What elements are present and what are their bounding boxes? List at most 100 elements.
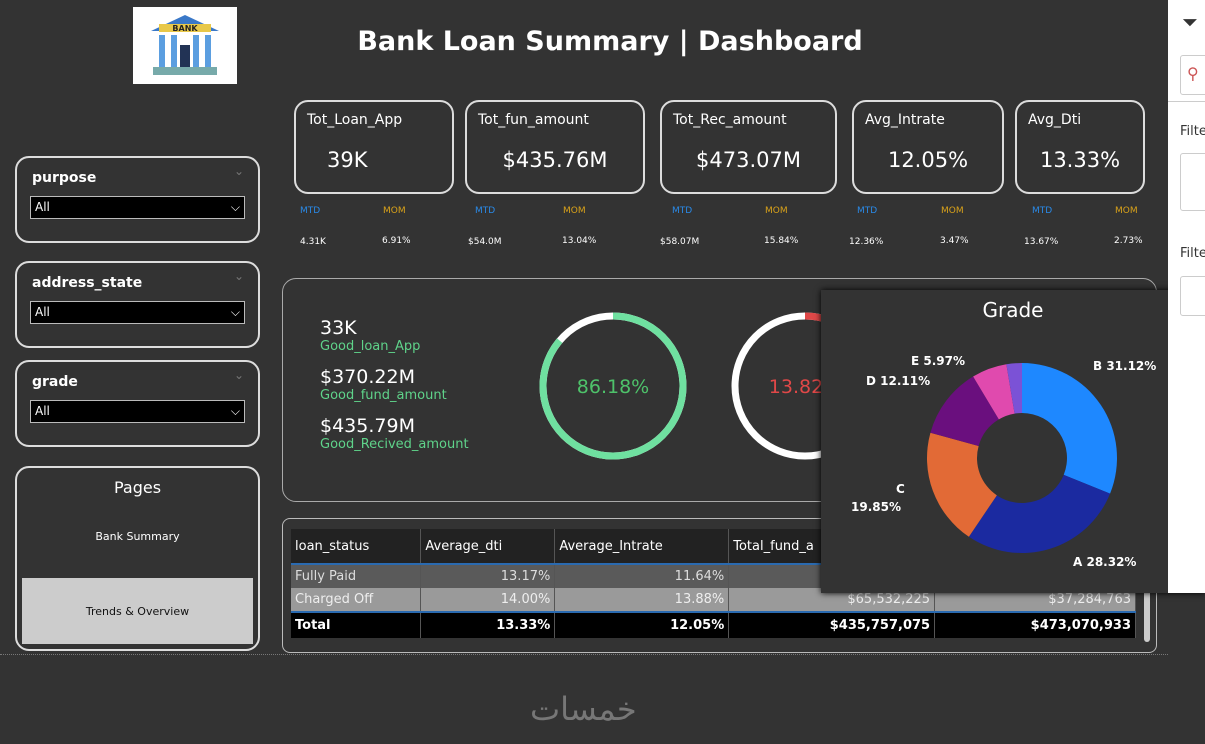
chevron-down-icon[interactable]: ⌄ — [233, 368, 244, 382]
kpi-card: Avg_Dti 13.33% — [1015, 100, 1145, 194]
slicer-label: address_state — [32, 275, 143, 291]
good-received-amount: $435.79M — [320, 415, 415, 437]
slicer-value: All — [35, 305, 50, 319]
page-trends-overview-button[interactable]: Trends & Overview — [22, 578, 253, 644]
table-total-row: Total 13.33% 12.05% $435,757,075 $473,070,93… — [291, 612, 1136, 638]
pie-slice[interactable] — [1006, 363, 1022, 414]
pages-title: Pages — [113, 478, 162, 497]
slice-label: B 31.12% — [1093, 359, 1156, 373]
table-row: Charged Off 14.00% 13.88% $65,532,225 $37,28… — [291, 588, 1136, 612]
total-cell: 12.05% — [554, 612, 730, 638]
kpi-card: Tot_Rec_amount $473.07M — [660, 100, 837, 194]
mtd-label: MTD — [672, 206, 693, 216]
grade-donut-chart: B 31.12% A 28.32% C 19.85% D 12.11% E 5.97% — [851, 354, 1156, 569]
kpi-card: Tot_Loan_App 39K — [294, 100, 454, 194]
mom-value: 15.84% — [764, 236, 799, 246]
table-cell: 11.64% — [554, 564, 730, 588]
filters-pane: ⏷ ⚲ Filte Filte — [1168, 0, 1205, 593]
slicer-value: All — [35, 404, 50, 418]
mtd-value: $54.0M — [468, 237, 502, 247]
pie-slice[interactable] — [930, 376, 999, 447]
mom-value: 6.91% — [382, 236, 411, 246]
chevron-down-icon[interactable]: ⌄ — [233, 269, 244, 283]
filter-card[interactable] — [1180, 276, 1205, 316]
mom-label: MOM — [765, 206, 788, 216]
page-title: Bank Loan Summary | Dashboard — [357, 26, 863, 57]
table-cell: 14.00% — [420, 588, 556, 612]
good-loan-apps: 33K — [320, 317, 357, 339]
table-cell: Fully Paid — [291, 564, 422, 588]
kpi-label: Avg_Dti — [1028, 112, 1082, 128]
mom-value: 13.04% — [562, 236, 597, 246]
slicer-address_state: address_state ⌄ All ⌵ — [15, 261, 260, 348]
bank-logo: BANK — [133, 7, 237, 84]
slice-label: A 28.32% — [1073, 555, 1136, 569]
slicer-label: purpose — [32, 170, 97, 186]
filter-icon[interactable]: ⏷ — [1182, 10, 1198, 34]
slicer-dropdown[interactable]: All ⌵ — [30, 301, 245, 324]
svg-text:BANK: BANK — [172, 24, 198, 33]
slicer-dropdown[interactable]: All ⌵ — [30, 196, 245, 219]
grade-chart-popup: Grade B 31.12% A 28.32% C 19.85% D 12.11% E 5… — [821, 290, 1205, 593]
total-cell: 13.33% — [420, 612, 556, 638]
table-cell: 13.88% — [554, 588, 730, 612]
slicer-label: grade — [32, 374, 78, 390]
mtd-value: $58.07M — [660, 237, 700, 247]
kpi-value: $435.76M — [502, 148, 608, 172]
mtd-label: MTD — [857, 206, 878, 216]
kpi-value: 13.33% — [1039, 148, 1121, 172]
filter-card[interactable] — [1180, 153, 1205, 211]
pie-slice[interactable] — [973, 364, 1015, 420]
kpi-value: $473.07M — [696, 148, 801, 172]
kpi-value: 12.05% — [887, 148, 969, 172]
chevron-down-icon[interactable]: ⌄ — [233, 164, 244, 178]
mom-value: 3.47% — [940, 236, 969, 246]
slicer-purpose: purpose ⌄ All ⌵ — [15, 156, 260, 243]
mtd-value: 12.36% — [849, 237, 884, 247]
kpi-label: Tot_fun_amount — [478, 112, 589, 128]
pie-slice[interactable] — [968, 474, 1111, 553]
mtd-value: 4.31K — [300, 237, 326, 247]
chevron-down-icon: ⌵ — [230, 200, 240, 214]
slice-label: E 5.97% — [911, 354, 965, 368]
total-cell: $435,757,075 — [728, 612, 936, 638]
slicer-dropdown[interactable]: All ⌵ — [30, 400, 245, 423]
mom-label: MOM — [383, 206, 406, 216]
column-header[interactable]: Average_Intrate — [554, 529, 730, 564]
kpi-label: Tot_Loan_App — [307, 112, 403, 128]
column-header[interactable]: loan_status — [291, 529, 422, 564]
filter-label: Filte — [1180, 124, 1205, 139]
kpi-card: Tot_fun_amount $435.76M — [465, 100, 645, 194]
slicer-grade: grade ⌄ All ⌵ — [15, 360, 260, 447]
slice-label: C 19.85% — [851, 482, 905, 514]
good-fund-amount: $370.22M — [320, 366, 415, 388]
total-cell: Total — [291, 612, 422, 638]
pie-slice[interactable] — [927, 432, 997, 537]
column-header[interactable]: Average_dti — [420, 529, 556, 564]
kpi-label: Tot_Rec_amount — [673, 112, 787, 128]
search-icon[interactable]: ⚲ — [1180, 55, 1205, 95]
mtd-label: MTD — [1032, 206, 1053, 216]
watermark: خمسات — [530, 690, 637, 728]
pages-navigator: Pages Bank Summary Trends & Overview — [15, 466, 260, 651]
pie-slice[interactable] — [1022, 363, 1117, 494]
mom-label: MOM — [1115, 206, 1138, 216]
kpi-label: Avg_Intrate — [865, 112, 945, 128]
kpi-value: 39K — [327, 148, 368, 172]
mtd-value: 13.67% — [1024, 237, 1059, 247]
chevron-down-icon: ⌵ — [230, 404, 240, 418]
mtd-label: MTD — [475, 206, 496, 216]
good-loan-apps-label: Good_loan_App — [320, 339, 421, 354]
good-loan-gauge: 86.18% — [539, 312, 687, 460]
total-cell: $473,070,933 — [934, 612, 1136, 638]
chevron-down-icon: ⌵ — [230, 305, 240, 319]
good-loan-percent: 86.18% — [577, 376, 649, 398]
mom-label: MOM — [941, 206, 964, 216]
kpi-card: Avg_Intrate 12.05% — [852, 100, 1004, 194]
filter-label: Filte — [1180, 246, 1205, 261]
table-cell: 13.17% — [420, 564, 556, 588]
good-received-amount-label: Good_Recived_amount — [320, 437, 469, 452]
mtd-label: MTD — [300, 206, 321, 216]
page-bank-summary-button[interactable]: Bank Summary — [95, 530, 180, 543]
slicer-value: All — [35, 200, 50, 214]
